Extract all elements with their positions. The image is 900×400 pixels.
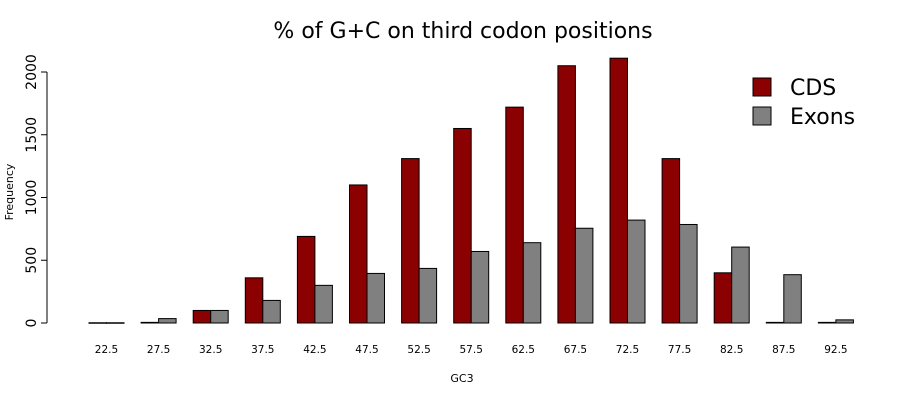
bar-cds-52.5: [401, 158, 420, 324]
bar-exons-72.5: [627, 219, 646, 324]
x-axis-label: GC3: [450, 372, 473, 385]
x-category-label: 52.5: [407, 344, 430, 356]
legend-label-cds: CDS: [790, 76, 836, 101]
x-category-label: 82.5: [720, 344, 743, 356]
y-axis-label: Frequency: [3, 163, 16, 220]
bar-cds-22.5: [88, 322, 107, 324]
x-category-label: 72.5: [616, 344, 639, 356]
x-category-label: 22.5: [95, 344, 118, 356]
bar-exons-22.5: [106, 322, 125, 324]
bar-exons-32.5: [210, 309, 229, 324]
bar-cds-62.5: [505, 106, 524, 324]
bar-cds-37.5: [244, 277, 264, 324]
bar-cds-77.5: [661, 158, 681, 324]
bar-cds-57.5: [453, 127, 472, 324]
legend: CDS Exons: [752, 76, 855, 130]
bar-cds-32.5: [192, 309, 212, 324]
chart-title: % of G+C on third codon positions: [273, 19, 652, 44]
x-category-label: 87.5: [772, 344, 795, 356]
legend-swatch-exons: [752, 106, 772, 126]
y-tick-label: 0: [24, 319, 40, 328]
x-category-label: 67.5: [564, 344, 587, 356]
bar-exons-77.5: [679, 223, 698, 324]
legend-swatch-cds: [752, 77, 772, 97]
x-category-label: 32.5: [199, 344, 222, 356]
bar-cds-92.5: [817, 321, 837, 324]
x-category-labels: 22.5 27.5 32.5 37.5 42.5 47.5 52.5 57.5 62.5 67.5…: [95, 344, 848, 356]
x-category-label: 77.5: [668, 344, 691, 356]
x-category-label: 37.5: [251, 344, 274, 356]
bar-cds-27.5: [140, 321, 160, 324]
x-category-label: 92.5: [824, 344, 847, 356]
y-tick-label: 1500: [24, 117, 40, 153]
bar-cds-72.5: [609, 57, 628, 324]
x-category-label: 57.5: [460, 344, 483, 356]
bar-cds-67.5: [557, 65, 576, 324]
bar-cds-47.5: [349, 184, 368, 324]
legend-label-exons: Exons: [790, 105, 855, 130]
bars: [88, 57, 854, 324]
x-category-label: 62.5: [512, 344, 535, 356]
y-tick-label: 2000: [24, 54, 40, 90]
bar-exons-37.5: [262, 299, 281, 324]
x-category-label: 47.5: [355, 344, 378, 356]
bar-exons-87.5: [783, 274, 802, 324]
bar-exons-42.5: [314, 284, 333, 324]
bar-exons-47.5: [366, 272, 385, 324]
bar-exons-52.5: [418, 267, 438, 324]
y-tick-label: 500: [24, 247, 40, 274]
bar-exons-57.5: [470, 250, 490, 324]
bar-cds-42.5: [296, 235, 316, 324]
bar-cds-87.5: [765, 321, 785, 324]
bar-exons-67.5: [574, 227, 594, 324]
bar-exons-92.5: [835, 319, 854, 324]
bar-exons-62.5: [522, 242, 542, 324]
y-axis: 0 500 1000 1500 2000: [24, 54, 48, 328]
bar-exons-27.5: [158, 318, 177, 324]
x-category-label: 27.5: [147, 344, 170, 356]
bar-cds-82.5: [713, 272, 733, 324]
x-category-label: 42.5: [303, 344, 326, 356]
y-tick-label: 1000: [24, 180, 40, 216]
bar-exons-82.5: [731, 246, 750, 324]
